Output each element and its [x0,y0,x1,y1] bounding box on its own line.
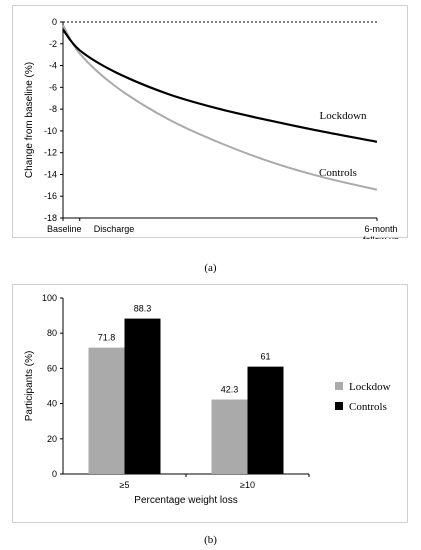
x-axis-title: Percentage weight loss [134,495,237,506]
x-tick-label-follow-up: 6-monthfollow-up [363,224,399,239]
series-label-lockdown: Lockdown [319,110,367,122]
bar-chart: 0 20 40 60 80 100 71.8 88.3 ≥5 42.3 61 ≥10Percentag… [24,293,391,506]
y-tick-label: -4 [49,61,57,71]
y-tick-label: 40 [47,399,57,409]
x-tick-label-baseline: Baseline [47,224,82,234]
data-label: 42.3 [221,385,239,395]
bar-controls-1 [247,366,284,474]
y-tick-label: 0 [52,17,57,27]
y-tick-label: -10 [44,126,57,136]
bar-lockdow-1 [211,399,248,474]
panel-b-caption: (b) [204,534,217,546]
y-tick-label: -8 [49,104,57,114]
y-axis-title: Participants (%) [24,351,35,422]
data-label: 61 [260,352,270,362]
x-tick-label-discharge: Discharge [94,224,135,234]
legend-label: Lockdow [349,381,391,393]
series-label-controls: Controls [319,167,357,179]
y-tick-label: -6 [49,82,57,92]
bar-chart-panel: 0 20 40 60 80 100 71.8 88.3 ≥5 42.3 61 ≥10 Percentag… [12,284,408,523]
panel-a-caption: (a) [204,262,217,274]
data-label: 71.8 [98,333,116,343]
legend-label: Controls [349,401,387,413]
line-chart-panel: 0 -2 -4 -6 -8 -10 -12 -14 -16 -18 Baseline Discharg… [12,5,408,239]
y-tick-label: -18 [44,213,57,223]
y-tick-label: 100 [42,293,57,303]
data-label: 88.3 [134,304,152,314]
y-tick-label: 20 [47,434,57,444]
y-tick-label: 0 [52,469,57,479]
series-line-lockdown [62,28,378,143]
x-tick-label-line: 6-month [364,224,397,234]
x-category-label: ≥5 [120,480,130,490]
y-tick-label: 80 [47,328,57,338]
series-line-controls [62,24,378,191]
y-tick-label: -14 [44,169,57,179]
y-tick-label: -2 [49,39,57,49]
y-tick-label: -12 [44,148,57,158]
bar-lockdow-0 [88,347,125,474]
x-category-label: ≥10 [240,480,255,490]
y-tick-label: -16 [44,191,57,201]
legend-swatch-lockdow [335,382,343,390]
legend-swatch-controls [335,402,343,410]
x-tick-label-line: follow-up [363,235,399,239]
y-tick-label: 60 [47,363,57,373]
y-axis-title: Change from baseline (%) [24,62,35,178]
bar-controls-0 [124,318,161,474]
